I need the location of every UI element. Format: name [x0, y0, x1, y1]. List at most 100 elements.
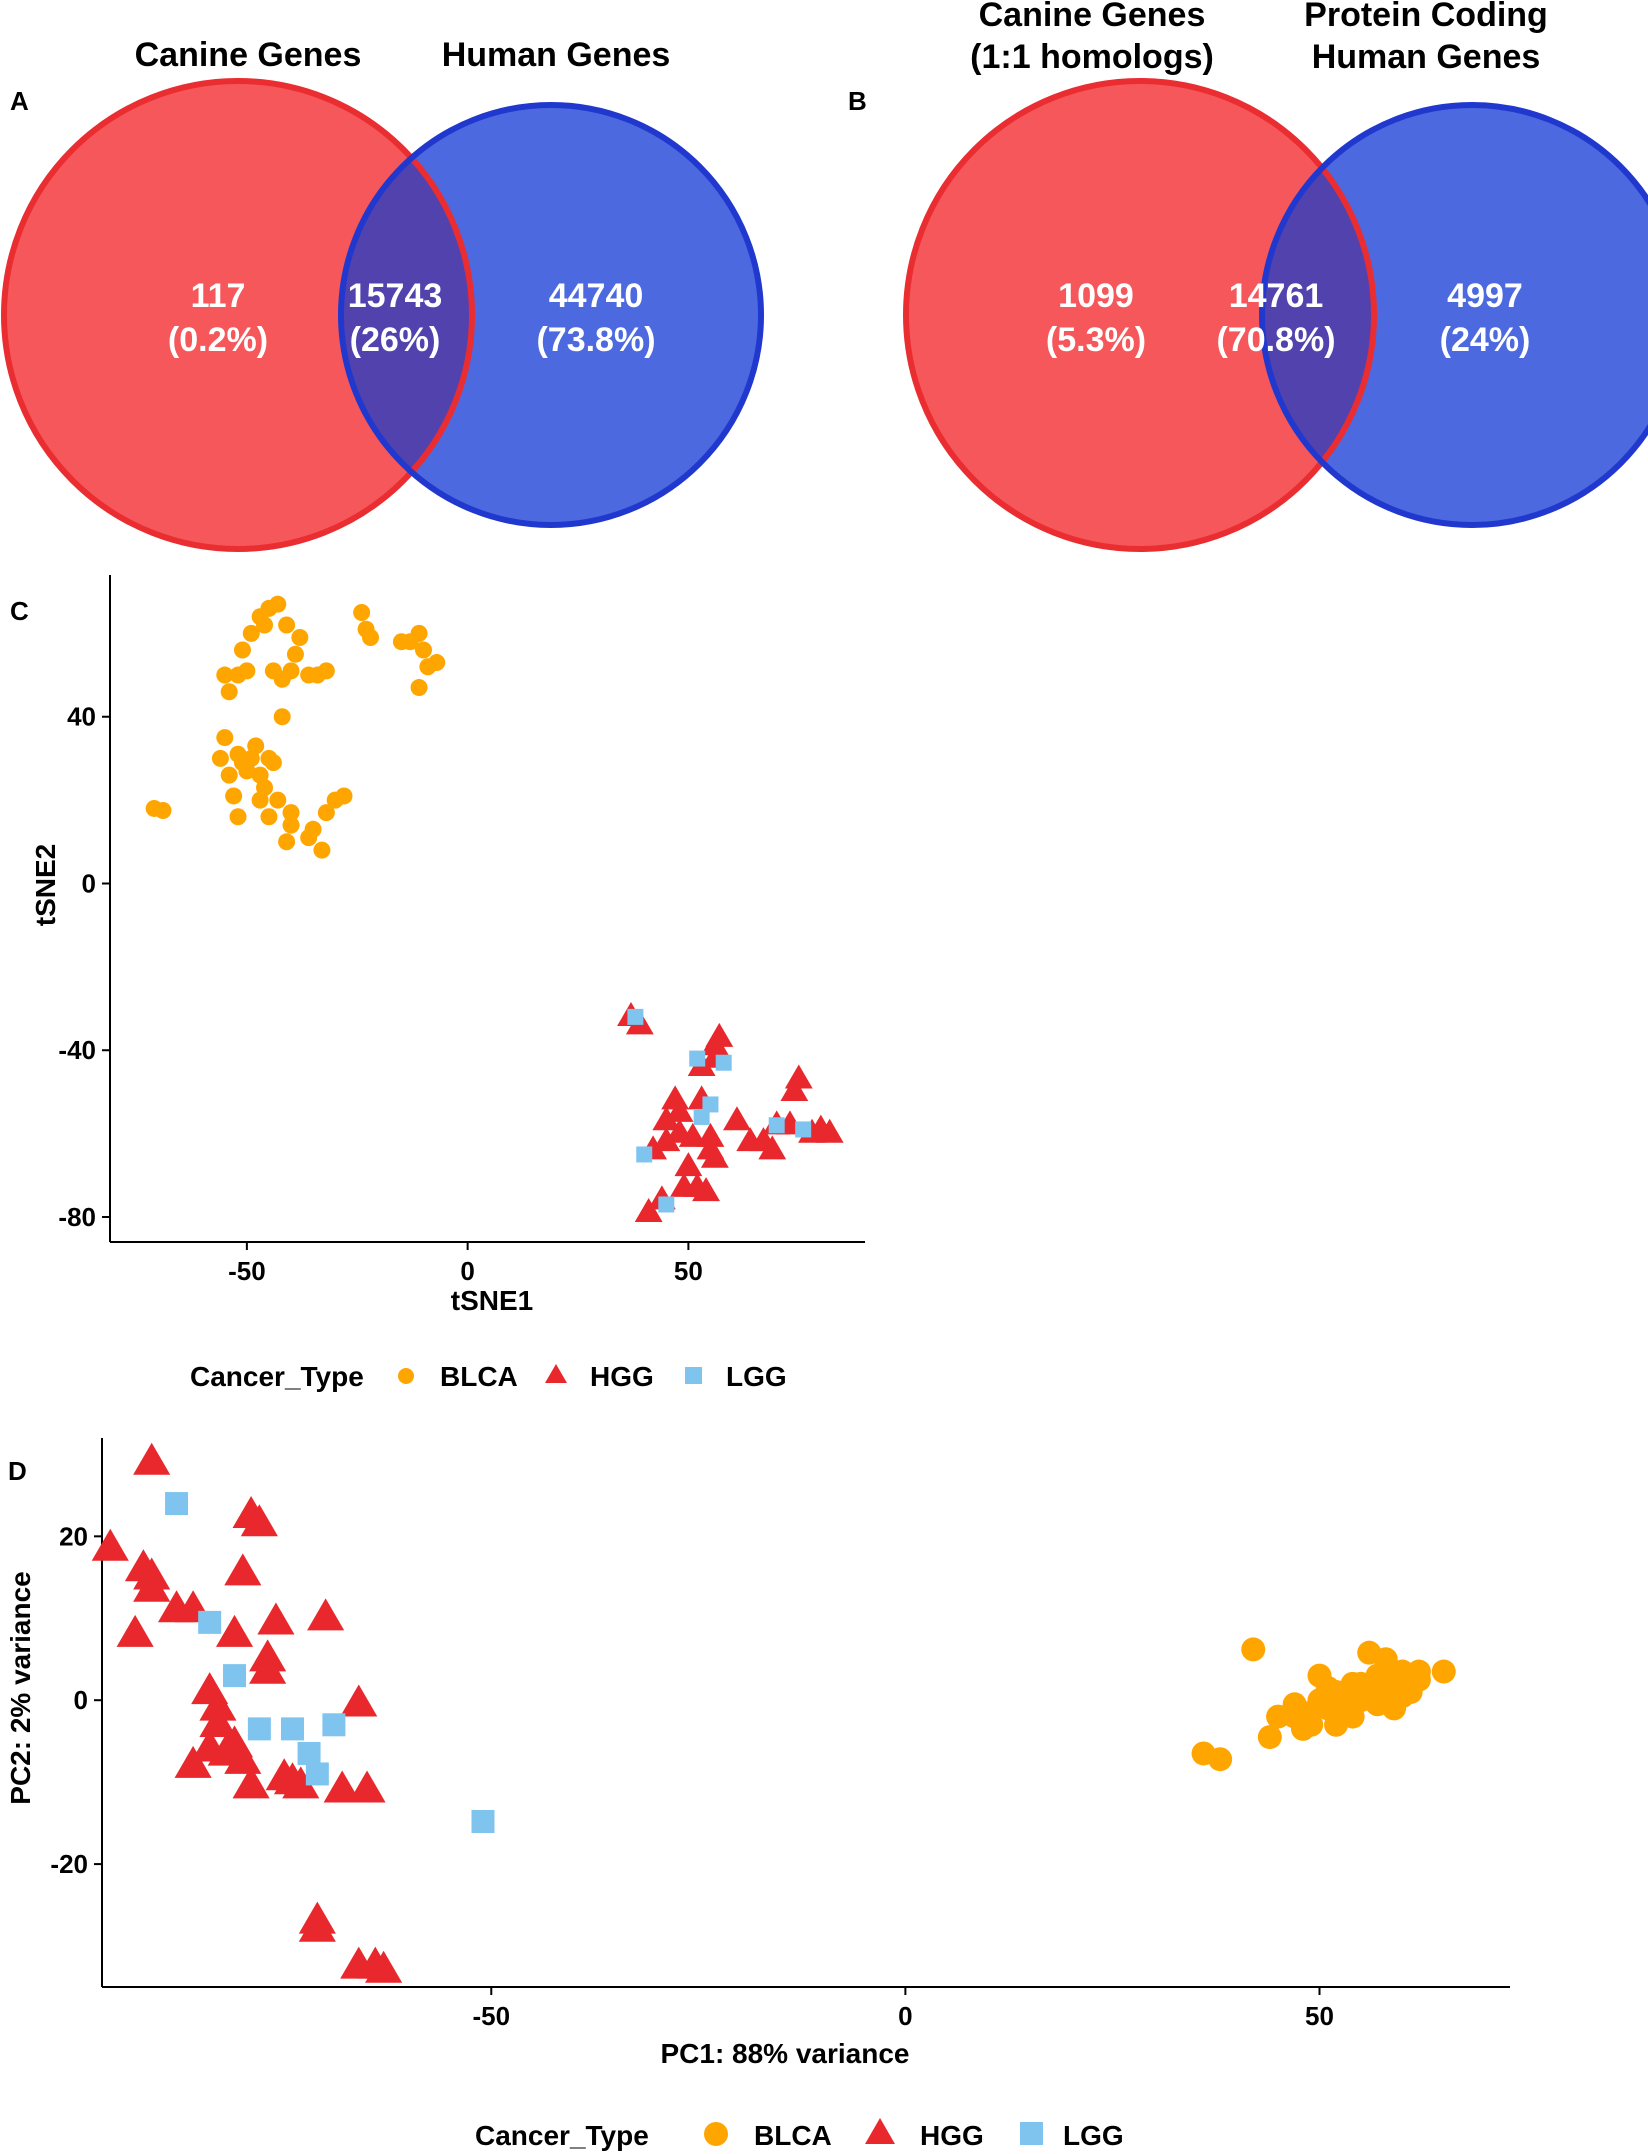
tsne-point-hgg — [784, 1064, 813, 1089]
pca-point-blca — [1390, 1684, 1415, 1709]
pca-point-lgg — [198, 1610, 222, 1634]
tsne-point-lgg — [693, 1108, 710, 1125]
venn-b-canine-outline — [1262, 105, 1377, 525]
pca-point-lgg — [322, 1713, 346, 1737]
tsne-legend-hgg-key — [545, 1364, 567, 1383]
tsne-y-tick-label: -80 — [58, 1202, 96, 1232]
tsne-point-blca — [278, 616, 296, 634]
pca-point-hgg — [298, 1909, 336, 1942]
pca-point-blca — [1406, 1659, 1431, 1684]
tsne-point-blca — [414, 641, 432, 659]
tsne-point-blca — [247, 737, 265, 755]
venn-b-right-title-line2: Human Genes — [1312, 38, 1541, 76]
pca-point-hgg — [348, 1770, 386, 1803]
tsne-x-tick-label: 0 — [460, 1256, 474, 1286]
pca-point-lgg — [297, 1741, 321, 1765]
tsne-point-blca — [361, 629, 379, 647]
tsne-y-tick-label: 40 — [67, 702, 96, 732]
panel-c-label: C — [10, 596, 29, 626]
pca-y-tick-label: -20 — [50, 1849, 88, 1879]
venn-a-human-only-count: 44740 — [549, 277, 644, 315]
tsne-point-lgg — [702, 1096, 719, 1113]
pca-point-blca — [1348, 1671, 1373, 1696]
tsne-point-blca — [317, 662, 335, 680]
pca-legend-blca-key — [704, 2122, 728, 2146]
pca-x-tick-label: -50 — [472, 2001, 510, 2031]
panel-c: C -50 0 50 -80 -40 0 40 tSNE1 tSNE2 Cancer_Typ… — [10, 575, 865, 1392]
tsne-point-blca — [317, 804, 335, 822]
tsne-point-hgg — [780, 1077, 809, 1102]
venn-b-human-only-count: 4997 — [1447, 277, 1523, 315]
panel-b-label: B — [848, 86, 867, 116]
tsne-plot: -50 0 50 -80 -40 0 40 — [58, 575, 865, 1286]
pca-point-hgg — [215, 1614, 254, 1647]
tsne-point-blca — [278, 833, 296, 851]
pca-x-axis-title: PC1: 88% variance — [660, 2038, 909, 2069]
tsne-point-hgg — [705, 1022, 734, 1047]
tsne-point-blca — [410, 679, 428, 697]
tsne-point-blca — [256, 616, 274, 634]
tsne-point-blca — [428, 654, 446, 672]
tsne-point-hgg — [692, 1177, 720, 1202]
venn-b-left-title-line2: (1:1 homologs) — [970, 38, 1214, 76]
tsne-point-blca — [216, 666, 234, 684]
tsne-point-hgg — [696, 1122, 725, 1147]
panel-d-label: D — [8, 1456, 27, 1486]
tsne-point-hgg — [665, 1097, 694, 1122]
pca-point-hgg — [199, 1704, 237, 1737]
tsne-point-blca — [282, 816, 300, 834]
tsne-legend-blca-key — [398, 1368, 414, 1384]
pca-point-blca — [1431, 1659, 1456, 1684]
tsne-point-blca — [273, 708, 291, 726]
pca-legend-lgg-key — [1020, 2122, 1043, 2145]
tsne-point-blca — [282, 804, 300, 822]
tsne-legend-hgg-label: HGG — [590, 1361, 654, 1392]
pca-point-hgg — [249, 1651, 287, 1684]
venn-b-both-count: 14761 — [1229, 277, 1324, 315]
tsne-legend-title: Cancer_Type — [190, 1361, 364, 1392]
tsne-point-blca — [225, 787, 243, 805]
venn-b-human-circle — [1262, 105, 1648, 525]
venn-a-human-outline — [338, 102, 764, 528]
pca-x-tick-label: 50 — [1305, 2001, 1334, 2031]
venn-b-canine-only-count: 1099 — [1058, 277, 1134, 315]
tsne-point-blca — [154, 802, 172, 820]
venn-a-both-pct: (26%) — [350, 321, 441, 359]
pca-y-tick-label: 20 — [59, 1521, 88, 1551]
tsne-point-blca — [282, 662, 300, 680]
tsne-point-blca — [269, 791, 287, 809]
tsne-point-hgg — [652, 1106, 681, 1131]
tsne-point-hgg — [758, 1135, 787, 1160]
pca-point-hgg — [224, 1553, 262, 1586]
tsne-x-tick-label: -50 — [228, 1256, 266, 1286]
pca-plot: -50 0 50 -20 0 20 — [50, 1438, 1510, 2031]
pca-point-blca — [1332, 1696, 1357, 1721]
tsne-point-lgg — [658, 1196, 675, 1213]
pca-legend-lgg-label: LGG — [1063, 2120, 1124, 2151]
tsne-legend: Cancer_Type BLCA HGG LGG — [190, 1361, 787, 1392]
tsne-point-blca — [335, 787, 353, 805]
tsne-point-blca — [286, 645, 304, 663]
tsne-x-axis-title: tSNE1 — [451, 1285, 533, 1316]
pca-point-lgg — [247, 1717, 271, 1741]
tsne-point-blca — [353, 604, 371, 622]
venn-b-human-outline — [1259, 102, 1648, 528]
pca-point-lgg — [280, 1717, 304, 1741]
venn-b-canine-only-pct: (5.3%) — [1046, 321, 1146, 359]
venn-b-left-title-line1: Canine Genes — [979, 0, 1206, 34]
tsne-point-blca — [291, 629, 309, 647]
pca-point-hgg — [199, 1688, 237, 1721]
tsne-point-blca — [260, 808, 278, 826]
pca-point-hgg — [157, 1590, 196, 1623]
venn-b-human-only-pct: (24%) — [1440, 321, 1531, 359]
pca-point-hgg — [133, 1569, 171, 1602]
pca-point-hgg — [365, 1950, 403, 1983]
pca-point-hgg — [282, 1766, 320, 1799]
tsne-point-lgg — [715, 1054, 732, 1071]
venn-a-human-only-pct: (73.8%) — [536, 321, 655, 359]
venn-a-canine-outline — [341, 105, 475, 525]
tsne-y-tick-label: -40 — [58, 1035, 96, 1065]
tsne-point-blca — [220, 683, 238, 701]
pca-point-hgg — [174, 1745, 212, 1778]
